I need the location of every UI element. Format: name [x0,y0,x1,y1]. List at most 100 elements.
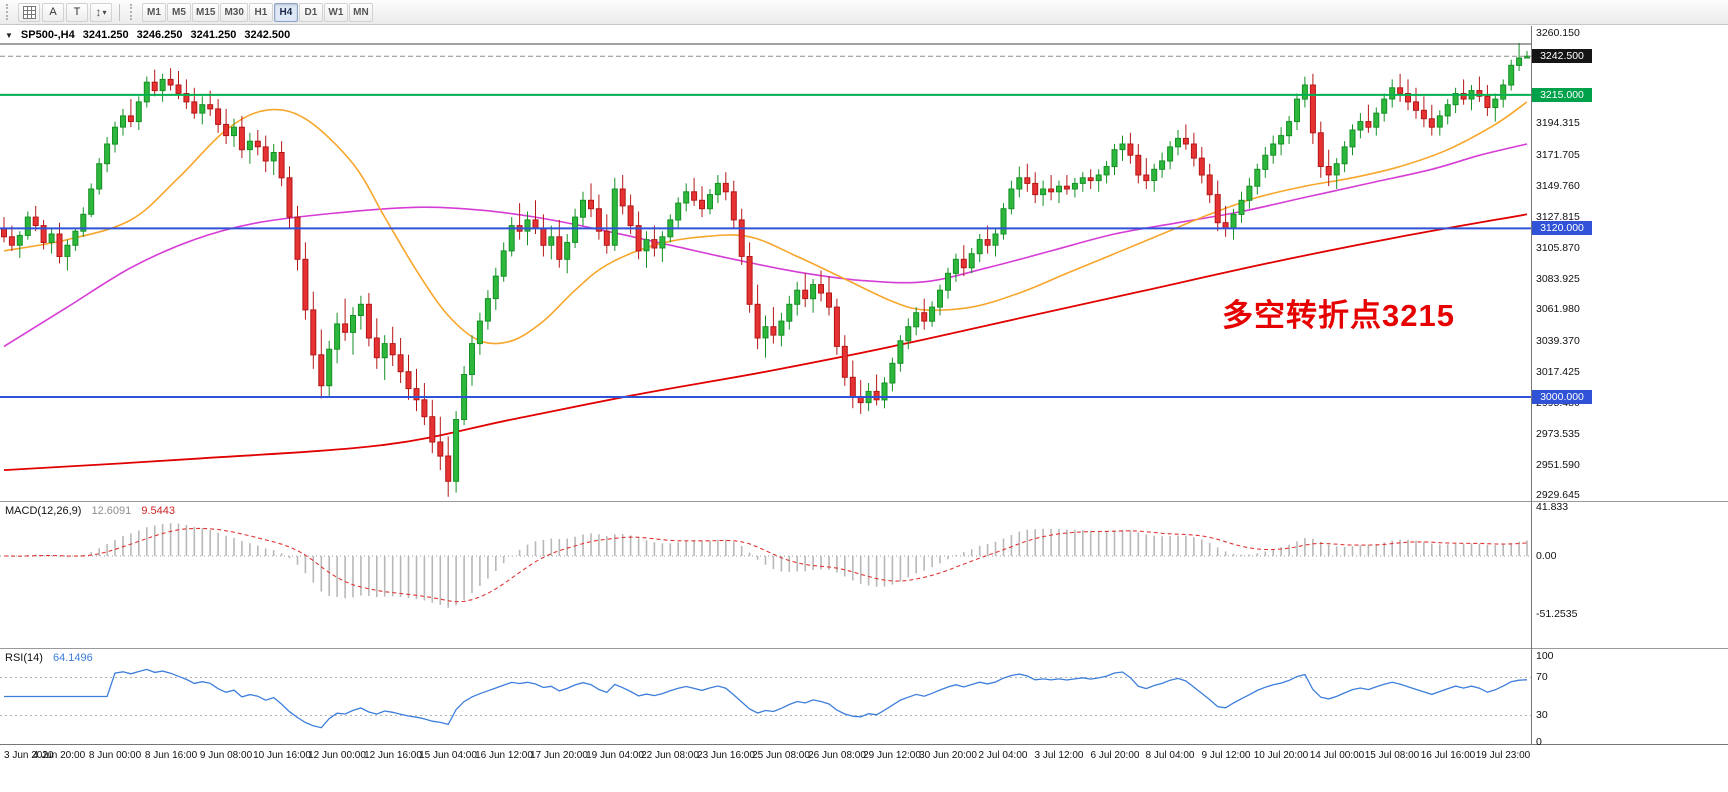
bear-candle [627,205,634,227]
bear-candle [730,191,737,221]
bull-candle [659,236,666,249]
timeframe-button-h4[interactable]: H4 [273,2,298,22]
bull-candle [1508,64,1515,86]
text-tool-a-button[interactable]: A [42,2,64,22]
timeframe-button-m1[interactable]: M1 [142,2,166,22]
rsi-axis-label: 100 [1536,650,1554,662]
bull-candle [937,289,943,308]
time-axis-label: 26 Jun 08:00 [808,750,866,761]
rsi-axis-label: 30 [1536,709,1548,721]
bear-candle [1143,174,1150,182]
bull-candle [643,239,650,252]
bear-candle [389,343,396,356]
bull-candle [952,258,959,274]
bear-candle [1087,177,1094,182]
timeframe-button-w1[interactable]: W1 [323,2,348,22]
bear-candle [1397,87,1404,94]
annotation-text[interactable]: 多空转折点3215 [1222,298,1455,333]
time-axis-label: 14 Jul 00:00 [1309,750,1365,761]
bear-candle [342,323,349,333]
arrows-tool-button[interactable]: ↕ ▾ [90,2,112,22]
time-axis-label: 30 Jun 20:00 [919,750,977,761]
price-axis-label: 3083.925 [1536,273,1580,285]
rsi-panel-separator[interactable] [0,648,1728,649]
bull-candle [889,362,896,384]
rsi-axis-label: 70 [1536,671,1548,683]
bear-candle [802,289,809,300]
time-axis-label: 3 Jul 12:00 [1034,750,1084,761]
bull-candle [1341,146,1348,165]
toolbar-grip[interactable] [6,4,13,20]
bull-candle [810,284,817,300]
bull-candle [1008,188,1015,210]
bear-candle [310,309,317,356]
bear-candle [429,416,436,443]
bull-candle [1167,146,1174,162]
bear-candle [1420,109,1427,120]
bear-candle [1032,182,1039,196]
bear-candle [223,123,230,137]
macd-canvas[interactable] [0,502,1531,648]
bull-candle [1492,98,1499,108]
bull-candle [572,216,579,243]
timeframe-button-d1[interactable]: D1 [298,2,323,22]
bull-candle [1000,208,1007,235]
bull-candle [1071,182,1078,190]
main-chart-canvas[interactable] [0,26,1531,501]
bear-candle [1135,154,1142,176]
price-tag-3000.000: 3000.000 [1532,390,1592,404]
price-tag-3120.000: 3120.000 [1532,221,1592,235]
rsi-value: 64.1496 [52,652,93,664]
timeframe-button-m30[interactable]: M30 [220,2,248,22]
bull-candle [1056,185,1062,193]
rsi-canvas[interactable] [0,649,1531,744]
bear-candle [588,199,594,210]
bull-candle [580,199,586,218]
bull-candle [1246,185,1253,201]
timeframe-button-mn[interactable]: MN [348,2,373,22]
bear-candle [238,126,245,151]
bull-candle [913,312,920,328]
bear-candle [849,376,856,398]
macd-panel-separator[interactable] [0,501,1728,502]
time-axis-label: 10 Jul 20:00 [1253,750,1309,761]
timeframe-button-m5[interactable]: M5 [167,2,191,22]
bear-candle [397,354,404,373]
bull-candle [350,315,356,333]
bull-candle [469,343,475,376]
price-axis-label: 3194.315 [1536,117,1580,129]
bull-candle [48,233,55,243]
bear-candle [1309,84,1316,134]
time-axis-label: 19 Jul 23:00 [1475,750,1531,761]
chart-grid-button[interactable] [18,2,40,22]
text-tool-t-button[interactable]: T [66,2,88,22]
ma-mid-magenta[interactable] [3,143,1528,348]
bull-candle [1524,55,1530,59]
price-tag-3215.000: 3215.000 [1532,88,1592,102]
chart-menu-icon[interactable]: ▼ [5,30,13,40]
ma-fast-orange[interactable] [3,101,1528,345]
timeframe-button-h1[interactable]: H1 [248,2,273,22]
bear-candle [873,390,880,401]
timeframe-toolbar-grip[interactable] [130,4,137,20]
time-axis[interactable]: 3 Jun 2020 4 Jun 20:00 8 Jun 00:00 8 Jun 16… [0,745,1728,792]
time-axis-label: 15 Jun 04:00 [419,750,477,761]
bull-candle [794,289,801,305]
timeframe-button-m15[interactable]: M15 [192,2,220,22]
bear-candle [413,388,420,401]
time-axis-label: 6 Jul 20:00 [1090,750,1140,761]
bear-candle [1024,177,1031,184]
bull-candle [199,104,206,114]
bull-candle [1262,154,1269,170]
macd-signal-value: 9.5443 [141,505,175,517]
time-axis-label: 8 Jun 00:00 [88,750,142,761]
ma-slow-red[interactable] [3,213,1528,471]
bull-candle [881,382,888,401]
price-axis-label: 3149.760 [1536,180,1580,192]
bear-candle [1428,118,1435,128]
bull-candle [246,140,253,151]
time-axis-label: 8 Jun 16:00 [144,750,198,761]
bull-candle [1159,160,1166,170]
bull-candle [762,326,769,339]
price-axis[interactable]: 3260.150 3194.315 3171.705 3149.760 3127.815… [1531,0,1728,792]
